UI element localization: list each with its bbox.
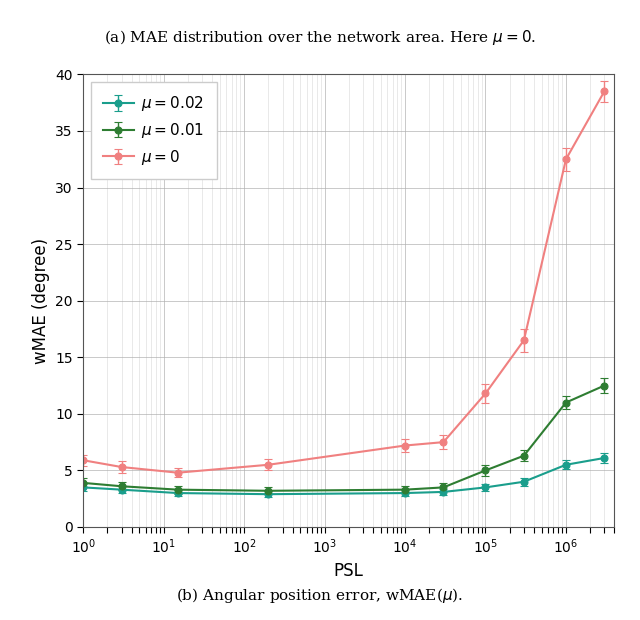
X-axis label: PSL: PSL bbox=[334, 562, 364, 580]
Legend: $\mu = 0.02$, $\mu = 0.01$, $\mu = 0$: $\mu = 0.02$, $\mu = 0.01$, $\mu = 0$ bbox=[91, 82, 216, 179]
Y-axis label: wMAE (degree): wMAE (degree) bbox=[31, 237, 50, 364]
Text: (a) MAE distribution over the network area. Here $\mu = 0$.: (a) MAE distribution over the network ar… bbox=[104, 28, 536, 47]
Text: (b) Angular position error, wMAE($\mu$).: (b) Angular position error, wMAE($\mu$). bbox=[177, 586, 463, 605]
